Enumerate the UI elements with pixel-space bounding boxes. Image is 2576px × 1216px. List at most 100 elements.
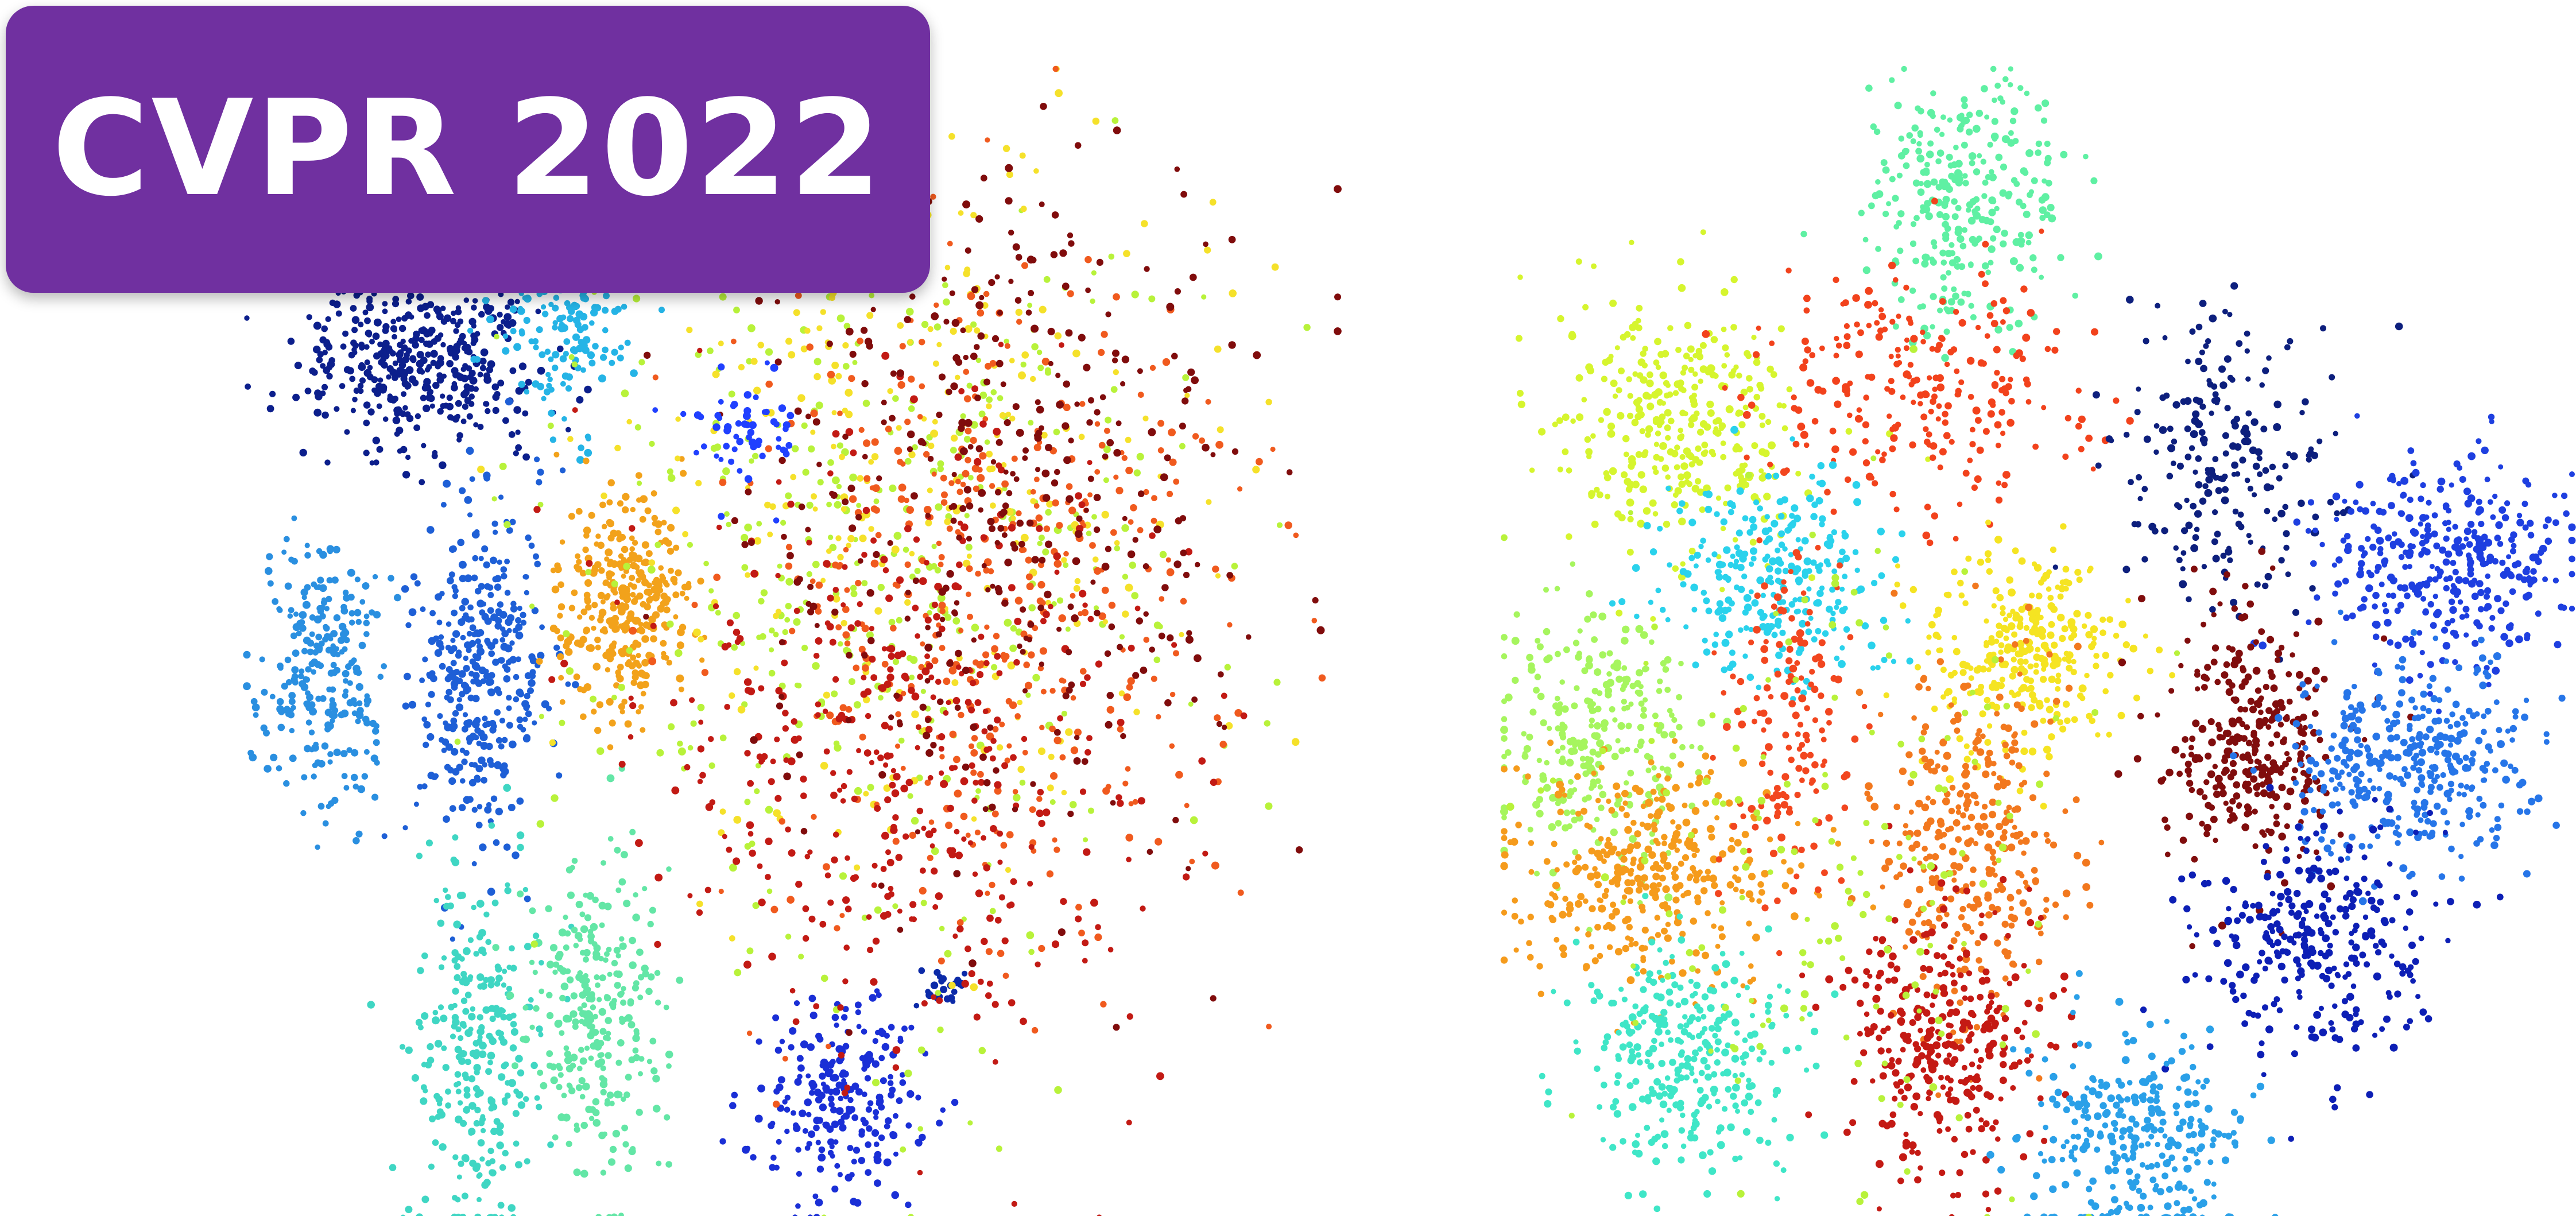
scatter-point bbox=[968, 743, 975, 749]
scatter-point bbox=[881, 351, 890, 360]
scatter-point bbox=[595, 533, 601, 539]
scatter-point bbox=[1143, 637, 1150, 643]
scatter-point bbox=[451, 1014, 459, 1021]
scatter-point bbox=[956, 489, 963, 495]
scatter-point bbox=[950, 503, 958, 510]
scatter-point bbox=[1126, 1120, 1132, 1126]
scatter-point bbox=[1217, 426, 1224, 433]
scatter-point bbox=[939, 925, 945, 932]
scatter-point bbox=[1184, 393, 1190, 398]
scatter-point bbox=[596, 997, 602, 1002]
scatter-point bbox=[1087, 460, 1093, 466]
scatter-point bbox=[809, 578, 816, 584]
scatter-point bbox=[1013, 659, 1020, 666]
scatter-point bbox=[853, 701, 861, 709]
scatter-point bbox=[724, 511, 730, 517]
scatter-point bbox=[500, 1013, 507, 1021]
scatter-point bbox=[973, 485, 980, 492]
scatter-point bbox=[1095, 660, 1103, 668]
scatter-point bbox=[405, 454, 411, 460]
scatter-point bbox=[653, 1105, 661, 1113]
scatter-point bbox=[897, 495, 905, 503]
scatter-point bbox=[411, 1074, 420, 1082]
scatter-point bbox=[1981, 85, 1988, 92]
scatter-point bbox=[1672, 565, 1679, 572]
scatter-point bbox=[491, 520, 498, 527]
scatter-point bbox=[580, 1169, 588, 1178]
scatter-point bbox=[503, 675, 511, 683]
scatter-point bbox=[1701, 442, 1709, 448]
scatter-point bbox=[2011, 177, 2018, 184]
scatter-point bbox=[421, 1012, 429, 1020]
scatter-point bbox=[1132, 537, 1138, 543]
scatter-point bbox=[1115, 486, 1124, 495]
scatter-point bbox=[458, 1035, 464, 1041]
scatter-point bbox=[638, 704, 644, 710]
scatter-point bbox=[445, 894, 451, 900]
scatter-point bbox=[1006, 171, 1013, 179]
scatter-point bbox=[994, 274, 1000, 280]
scatter-point bbox=[872, 1038, 879, 1044]
scatter-point bbox=[985, 948, 993, 955]
scatter-point bbox=[427, 526, 435, 534]
scatter-point bbox=[443, 720, 448, 726]
scatter-point bbox=[598, 374, 606, 383]
scatter-point bbox=[381, 663, 387, 669]
scatter-point bbox=[480, 982, 487, 990]
scatter-point bbox=[1916, 154, 1925, 163]
scatter-point bbox=[548, 676, 556, 683]
scatter-point bbox=[316, 548, 323, 555]
scatter-point bbox=[870, 559, 879, 568]
scatter-point bbox=[933, 613, 940, 621]
scatter-point bbox=[824, 620, 831, 626]
scatter-point bbox=[2044, 141, 2051, 147]
scatter-point bbox=[333, 749, 339, 755]
scatter-point bbox=[1758, 468, 1764, 474]
scatter-point bbox=[618, 684, 626, 691]
scatter-point bbox=[474, 331, 481, 337]
scatter-point bbox=[510, 1081, 516, 1087]
scatter-point bbox=[752, 452, 759, 460]
scatter-point bbox=[940, 986, 948, 993]
scatter-point bbox=[567, 891, 575, 899]
scatter-point bbox=[869, 292, 875, 299]
scatter-point bbox=[1090, 899, 1098, 907]
scatter-point bbox=[1032, 625, 1039, 632]
scatter-point bbox=[440, 342, 446, 348]
scatter-point bbox=[1117, 644, 1123, 650]
scatter-point bbox=[463, 665, 470, 672]
scatter-point bbox=[324, 606, 330, 611]
scatter-point bbox=[1162, 358, 1171, 366]
scatter-point bbox=[430, 359, 437, 366]
scatter-point bbox=[845, 905, 852, 913]
scatter-point bbox=[881, 1043, 890, 1051]
scatter-point bbox=[1231, 563, 1238, 570]
scatter-point bbox=[578, 1047, 584, 1053]
scatter-point bbox=[475, 822, 483, 828]
scatter-point bbox=[818, 1146, 826, 1153]
scatter-point bbox=[1636, 304, 1643, 312]
scatter-point bbox=[718, 398, 724, 405]
scatter-point bbox=[861, 675, 867, 681]
scatter-point bbox=[808, 994, 816, 1002]
scatter-point bbox=[602, 629, 609, 635]
scatter-point bbox=[974, 829, 981, 836]
scatter-point bbox=[773, 517, 780, 524]
scatter-point bbox=[975, 358, 981, 363]
scatter-point bbox=[1036, 350, 1043, 355]
scatter-point bbox=[947, 804, 954, 812]
scatter-point bbox=[440, 305, 446, 311]
scatter-point bbox=[577, 936, 583, 942]
scatter-point bbox=[389, 1164, 397, 1171]
scatter-point bbox=[351, 749, 359, 757]
scatter-point bbox=[904, 599, 911, 606]
scatter-point bbox=[537, 501, 544, 508]
scatter-point bbox=[647, 566, 656, 574]
scatter-point bbox=[565, 866, 574, 874]
scatter-point bbox=[467, 512, 473, 518]
scatter-point bbox=[602, 327, 609, 334]
scatter-point bbox=[1169, 743, 1175, 749]
scatter-point bbox=[1957, 235, 1965, 243]
scatter-point bbox=[1031, 556, 1039, 564]
scatter-point bbox=[1014, 713, 1021, 719]
